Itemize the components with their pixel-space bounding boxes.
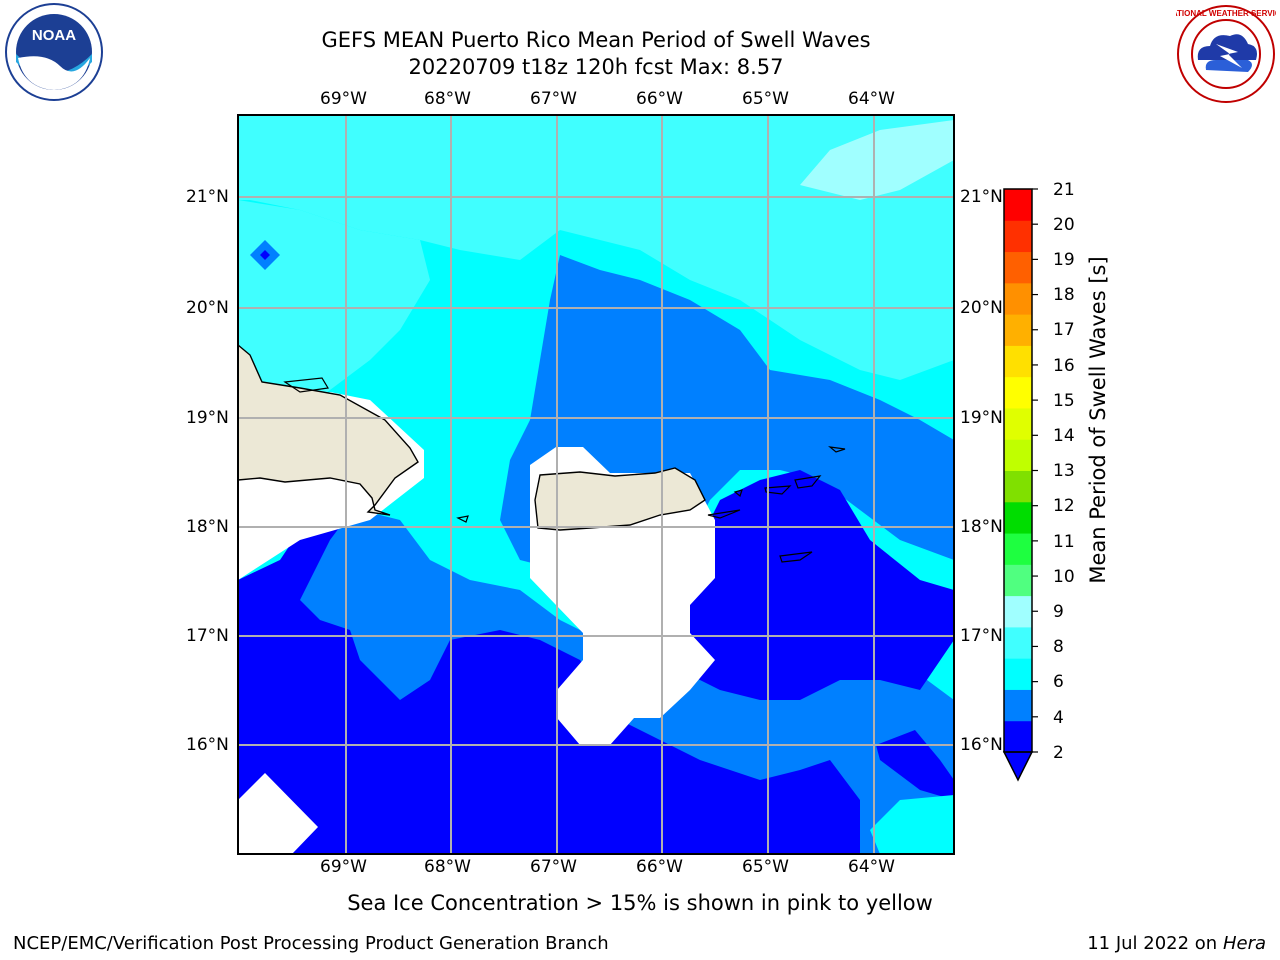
lon-label-top: 66°W xyxy=(636,89,683,109)
colorbar-segment xyxy=(1004,501,1032,534)
colorbar-tick: 12 xyxy=(1053,496,1075,516)
colorbar-segment xyxy=(1004,689,1032,722)
colorbar-segment xyxy=(1004,626,1032,659)
lon-label-bottom: 65°W xyxy=(742,857,789,877)
colorbar-tick: 10 xyxy=(1053,567,1075,587)
lon-label-bottom: 66°W xyxy=(636,857,683,877)
colorbar-tick: 9 xyxy=(1053,602,1064,622)
colorbar-segment xyxy=(1004,407,1032,440)
lat-label-left: 21°N xyxy=(186,187,229,207)
colorbar-tick: 4 xyxy=(1053,708,1064,728)
lat-label-left: 19°N xyxy=(186,408,229,428)
colorbar-tick: 8 xyxy=(1053,637,1064,657)
colorbar-segment xyxy=(1004,314,1032,346)
nws-logo: NATIONAL WEATHER SERVICE xyxy=(1176,5,1276,103)
colorbar-tick: 18 xyxy=(1053,285,1075,305)
colorbar-tick: 20 xyxy=(1053,215,1075,235)
colorbar-label: Mean Period of Swell Waves [s] xyxy=(1086,256,1110,584)
lat-label-right: 16°N xyxy=(960,735,1003,755)
colorbar-segment xyxy=(1004,595,1032,628)
lat-label-right: 17°N xyxy=(960,626,1003,646)
colorbar-segment xyxy=(1004,533,1032,565)
lat-label-right: 20°N xyxy=(960,298,1003,318)
lon-label-bottom: 68°W xyxy=(424,857,471,877)
noaa-logo: NOAA xyxy=(5,3,103,101)
colorbar-segment xyxy=(1004,376,1032,409)
lat-label-right: 19°N xyxy=(960,408,1003,428)
lon-label-bottom: 64°W xyxy=(848,857,895,877)
lon-label-top: 64°W xyxy=(848,89,895,109)
noaa-logo-text: NOAA xyxy=(32,27,76,44)
colorbar-segment xyxy=(1004,345,1032,378)
footer-date-text: 11 Jul 2022 on xyxy=(1087,933,1223,954)
colorbar-tick: 13 xyxy=(1053,461,1075,481)
lat-label-right: 18°N xyxy=(960,517,1003,537)
footer-date: 11 Jul 2022 on Hera xyxy=(1087,933,1266,954)
colorbar-tick: 11 xyxy=(1053,532,1075,552)
lat-label-right: 21°N xyxy=(960,187,1003,207)
colorbar-segment xyxy=(1004,564,1032,597)
footer-branch: NCEP/EMC/Verification Post Processing Pr… xyxy=(13,933,609,954)
colorbar-tick: 14 xyxy=(1053,426,1075,446)
lat-label-left: 20°N xyxy=(186,298,229,318)
colorbar-tick: 17 xyxy=(1053,320,1075,340)
map-frame xyxy=(237,114,955,855)
sea-ice-note: Sea Ice Concentration > 15% is shown in … xyxy=(347,891,933,915)
colorbar-segment xyxy=(1004,220,1032,253)
colorbar-segment xyxy=(1004,251,1032,284)
lat-label-left: 16°N xyxy=(186,735,229,755)
nws-logo-text: NATIONAL WEATHER SERVICE xyxy=(1176,9,1276,18)
lon-label-bottom: 67°W xyxy=(530,857,577,877)
colorbar-extend-min xyxy=(1002,751,1034,782)
colorbar-segment xyxy=(1004,189,1032,221)
lon-label-bottom: 69°W xyxy=(320,857,367,877)
lon-label-top: 65°W xyxy=(742,89,789,109)
colorbar-segment xyxy=(1004,439,1032,471)
colorbar-tick: 16 xyxy=(1053,356,1075,376)
colorbar-segment xyxy=(1004,470,1032,503)
footer-host: Hera xyxy=(1222,933,1266,954)
lat-label-left: 17°N xyxy=(186,626,229,646)
lon-label-top: 68°W xyxy=(424,89,471,109)
colorbar-tick: 19 xyxy=(1053,250,1075,270)
chart-title: GEFS MEAN Puerto Rico Mean Period of Swe… xyxy=(321,28,871,52)
colorbar-tick: 21 xyxy=(1053,180,1075,200)
lat-label-left: 18°N xyxy=(186,517,229,537)
colorbar-tick: 15 xyxy=(1053,391,1075,411)
colorbar-tick: 6 xyxy=(1053,672,1064,692)
chart-subtitle: 20220709 t18z 120h fcst Max: 8.57 xyxy=(408,55,784,79)
colorbar-tick: 2 xyxy=(1053,743,1064,763)
lon-label-top: 67°W xyxy=(530,89,577,109)
colorbar-segment xyxy=(1004,720,1032,753)
colorbar-segment xyxy=(1004,658,1032,690)
colorbar-segment xyxy=(1004,282,1032,315)
colorbar xyxy=(1002,188,1038,782)
lon-label-top: 69°W xyxy=(320,89,367,109)
